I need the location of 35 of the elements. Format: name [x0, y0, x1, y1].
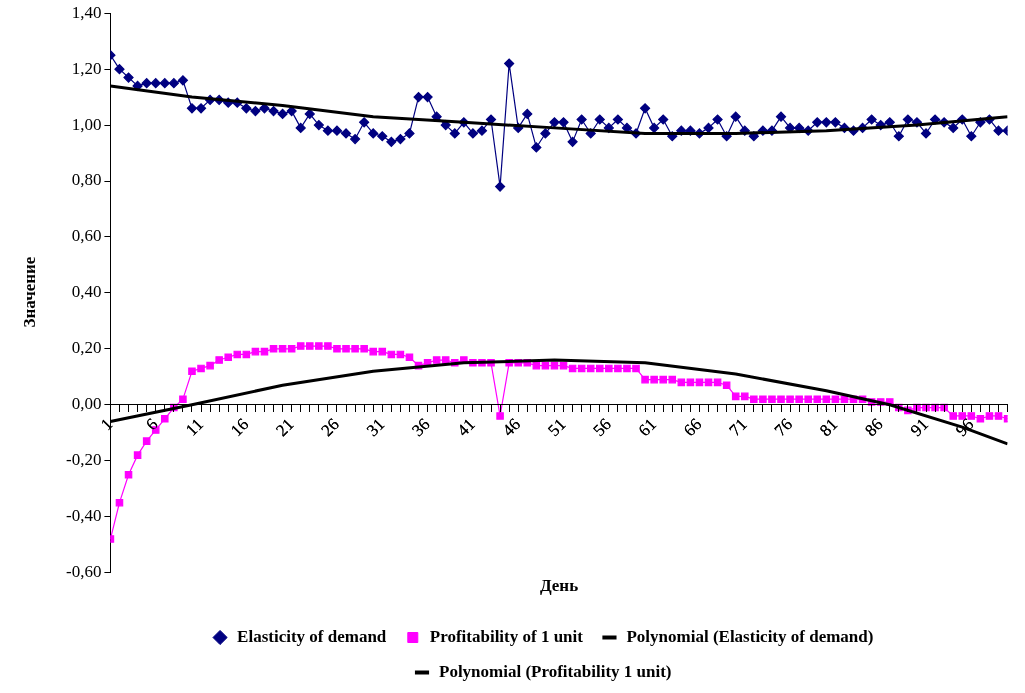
x-tick-label: 81: [815, 414, 842, 440]
x-tick-label: 26: [317, 414, 343, 440]
y-tick-label: 0,60: [71, 226, 102, 246]
x-axis-title: День: [539, 576, 579, 596]
legend-label: Polynomial (Profitability 1 unit): [439, 661, 672, 681]
x-tick-label: 56: [589, 414, 615, 440]
x-tick-label: 16: [226, 414, 253, 440]
y-tick-label: 1,40: [71, 2, 102, 22]
legend-label: Elasticity of demand: [237, 626, 387, 646]
x-tick-label: 76: [770, 414, 797, 440]
y-tick-label: 0,00: [71, 394, 102, 414]
y-tick-label: -0,60: [65, 562, 102, 582]
y-tick-label: 1,20: [71, 58, 102, 78]
y-tick-label: 0,80: [71, 170, 102, 190]
x-tick-label: 11: [182, 414, 208, 440]
y-tick-label: -0,20: [65, 450, 102, 470]
x-tick-label: 31: [362, 414, 389, 440]
y-axis-title: Значение: [20, 255, 40, 330]
y-tick-label: 1,00: [71, 114, 102, 134]
y-tick-label: 0,20: [71, 338, 102, 358]
x-tick-label: 71: [725, 414, 751, 440]
x-tick-label: 41: [453, 414, 479, 440]
y-tick-label: -0,40: [65, 506, 102, 526]
x-tick-label: 6: [142, 414, 162, 434]
x-tick-label: 46: [498, 414, 525, 440]
legend-label: Polynomial (Elasticity of demand): [626, 626, 874, 646]
legend-label: Profitability of 1 unit: [429, 626, 584, 646]
y-tick-label: 0,40: [71, 282, 102, 302]
x-tick-label: 66: [679, 414, 706, 440]
x-tick-label: 36: [408, 414, 434, 440]
x-tick-label: 21: [272, 414, 298, 440]
x-tick-label: 86: [861, 414, 887, 440]
x-tick-label: 91: [906, 414, 932, 440]
x-tick-label: 61: [634, 414, 661, 440]
x-tick-label: 51: [544, 414, 570, 440]
